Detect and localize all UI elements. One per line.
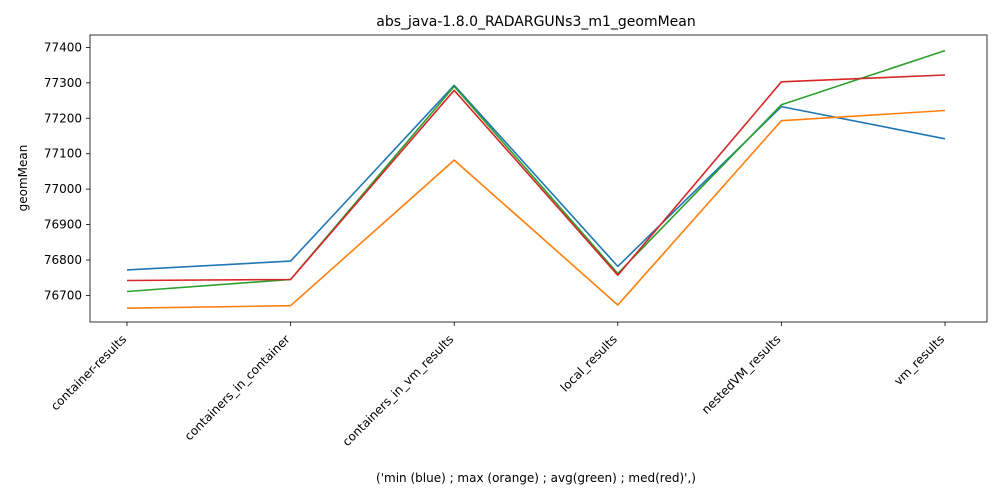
y-tick-label: 77000 — [44, 182, 82, 196]
x-tick-label: containers_in_container — [182, 332, 293, 443]
y-tick-label: 76700 — [44, 288, 82, 302]
x-tick-label: containers_in_vm_results — [340, 332, 457, 449]
x-tick-label: vm_results — [891, 332, 947, 388]
y-tick-label: 76900 — [44, 218, 82, 232]
series-line-1 — [126, 84, 946, 271]
y-tick-label: 77400 — [44, 40, 82, 54]
series-line-4 — [126, 74, 946, 282]
y-axis-title: geomMean — [16, 145, 30, 212]
chart-title: abs_java-1.8.0_RADARGUNs3_m1_geomMean — [376, 14, 696, 30]
y-tick-label: 77100 — [44, 147, 82, 161]
series-line-2 — [126, 109, 946, 309]
y-tick-label: 77300 — [44, 76, 82, 90]
x-tick-label: local_results — [558, 332, 620, 394]
x-tick-label: nestedVM_results — [699, 332, 784, 417]
x-axis-title: ('min (blue) ; max (orange) ; avg(green)… — [376, 471, 696, 485]
plot-area: 76700 76800 76900 77000 77100 77200 77300 77400… — [44, 34, 988, 449]
y-tick-label: 77200 — [44, 111, 82, 125]
y-tick-label: 76800 — [44, 253, 82, 267]
plot-frame — [89, 34, 988, 323]
x-tick-label: container-results — [48, 332, 129, 413]
series-line-3 — [126, 49, 946, 293]
